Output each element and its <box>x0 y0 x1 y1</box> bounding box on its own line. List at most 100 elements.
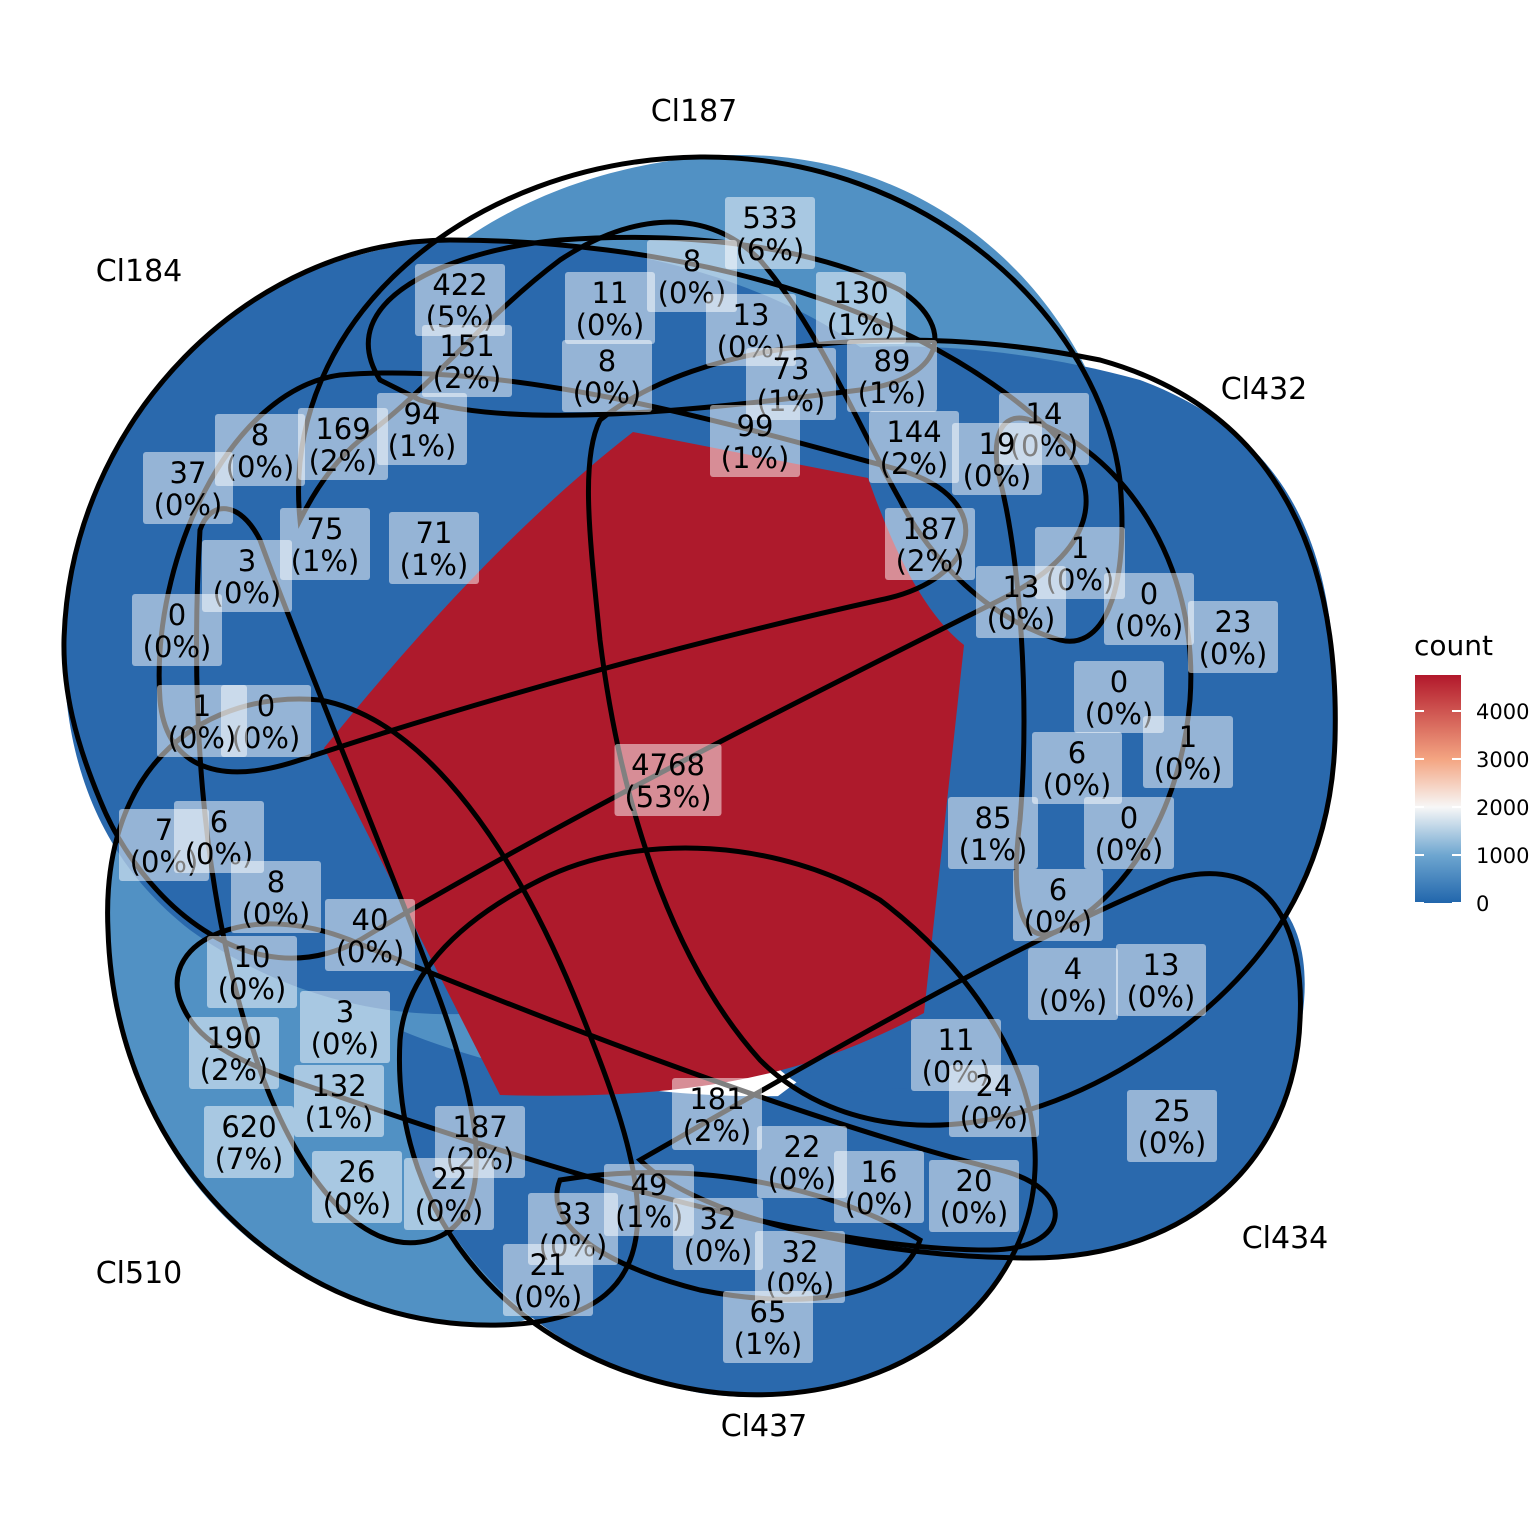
region-count: 99 <box>737 409 774 443</box>
region-count: 65 <box>750 1295 787 1329</box>
region-count: 26 <box>339 1155 376 1189</box>
region-label-box <box>298 408 388 480</box>
region-label: 144(2%) <box>869 411 959 483</box>
region-label: 533(6%) <box>725 197 815 269</box>
region-percent: (0%) <box>1154 752 1223 786</box>
region-label: 71(1%) <box>389 512 479 584</box>
region-label: 73(1%) <box>746 348 836 420</box>
region-label-box <box>949 1065 1039 1137</box>
region-percent: (0%) <box>311 1027 380 1061</box>
region-label: 8(0%) <box>562 340 652 412</box>
region-label-box <box>325 899 415 971</box>
region-label-box <box>1074 661 1164 733</box>
region-percent: (0%) <box>576 308 645 342</box>
region-label: 4768(53%) <box>614 744 722 816</box>
region-percent: (0%) <box>963 459 1032 493</box>
region-count: 40 <box>352 903 389 937</box>
outline-cl434 <box>635 871 1303 1261</box>
region-label-box <box>755 1231 845 1303</box>
region-count: 0 <box>1140 577 1158 611</box>
region-label-box <box>1116 944 1206 1016</box>
region-label-box <box>312 1151 402 1223</box>
region-percent: (1%) <box>305 1101 374 1135</box>
region-percent: (1%) <box>615 1200 684 1234</box>
region-label: 24(0%) <box>949 1065 1039 1137</box>
region-label: 0(0%) <box>1074 661 1164 733</box>
region-label: 32(0%) <box>673 1198 763 1270</box>
region-count: 16 <box>861 1155 898 1189</box>
region-label-box <box>404 1158 494 1230</box>
region-label-box <box>816 272 906 344</box>
region-label-box <box>202 540 292 612</box>
region-count: 13 <box>733 298 770 332</box>
region-count: 32 <box>700 1202 737 1236</box>
region-count: 20 <box>956 1164 993 1198</box>
region-percent: (2%) <box>200 1053 269 1087</box>
region-percent: (0%) <box>154 488 223 522</box>
region-count: 169 <box>315 412 370 446</box>
region-count: 151 <box>439 329 494 363</box>
region-count: 0 <box>1110 665 1128 699</box>
region-count: 23 <box>1215 605 1252 639</box>
region-label-box <box>300 991 390 1063</box>
region-label-box <box>885 508 975 580</box>
region-count: 75 <box>307 512 344 546</box>
region-percent: (0%) <box>845 1187 914 1221</box>
region-label-box <box>757 1126 847 1198</box>
outline-cl432 <box>585 337 1338 1128</box>
region-percent: (2%) <box>880 447 949 481</box>
region-count: 8 <box>251 418 269 452</box>
legend-tick-3000: 3000 <box>1476 748 1529 772</box>
region-percent: (0%) <box>168 721 237 755</box>
region-label: 99(1%) <box>710 405 800 477</box>
set-name-labels: Cl187 Cl184 Cl432 Cl510 Cl434 Cl437 <box>96 94 1329 1444</box>
region-label: 187(2%) <box>885 508 975 580</box>
region-count: 130 <box>833 276 888 310</box>
region-count: 8 <box>598 344 616 378</box>
region-percent: (0%) <box>1095 833 1164 867</box>
region-label: 3(0%) <box>300 991 390 1063</box>
region-label-box <box>948 797 1038 869</box>
region-percent: (2%) <box>433 361 502 395</box>
region-percent: (0%) <box>1039 984 1108 1018</box>
region-label-box <box>204 1106 294 1178</box>
region-label: 8(0%) <box>231 861 321 933</box>
region-percent: (0%) <box>1138 1126 1207 1160</box>
region-count: 3 <box>336 995 354 1029</box>
region-label-box <box>562 340 652 412</box>
region-label: 16(0%) <box>834 1151 924 1223</box>
region-label-box <box>415 264 505 336</box>
region-label: 13(0%) <box>1116 944 1206 1016</box>
region-label-box <box>215 414 305 486</box>
legend-tick-2000: 2000 <box>1476 796 1529 820</box>
region-label-box <box>1188 601 1278 673</box>
region-count: 6 <box>1068 736 1086 770</box>
region-percent: (1%) <box>734 1327 803 1361</box>
region-count: 187 <box>902 512 957 546</box>
region-count: 8 <box>683 244 701 278</box>
region-percent: (1%) <box>858 376 927 410</box>
legend-tick-0: 0 <box>1476 892 1489 916</box>
region-label: 10(0%) <box>207 936 297 1008</box>
region-label: 8(0%) <box>215 414 305 486</box>
legend-colorbar <box>1415 675 1461 903</box>
region-percent: (0%) <box>1199 637 1268 671</box>
set-label-cl437: Cl437 <box>721 1409 808 1444</box>
region-count: 33 <box>555 1197 592 1231</box>
region-label-box <box>710 405 800 477</box>
region-count: 11 <box>592 276 629 310</box>
region-count: 3 <box>238 544 256 578</box>
region-count: 13 <box>1143 948 1180 982</box>
region-label: 49(1%) <box>604 1164 694 1236</box>
region-label-box <box>1028 948 1118 1020</box>
region-count: 1 <box>193 689 211 723</box>
region-label-box <box>389 512 479 584</box>
region-label-box <box>207 936 297 1008</box>
region-percent: (0%) <box>987 602 1056 636</box>
region-label-box <box>157 685 247 757</box>
legend-title: count <box>1414 629 1493 662</box>
region-label-box <box>231 861 321 933</box>
region-label: 23(0%) <box>1188 601 1278 673</box>
region-label-box <box>132 594 222 666</box>
